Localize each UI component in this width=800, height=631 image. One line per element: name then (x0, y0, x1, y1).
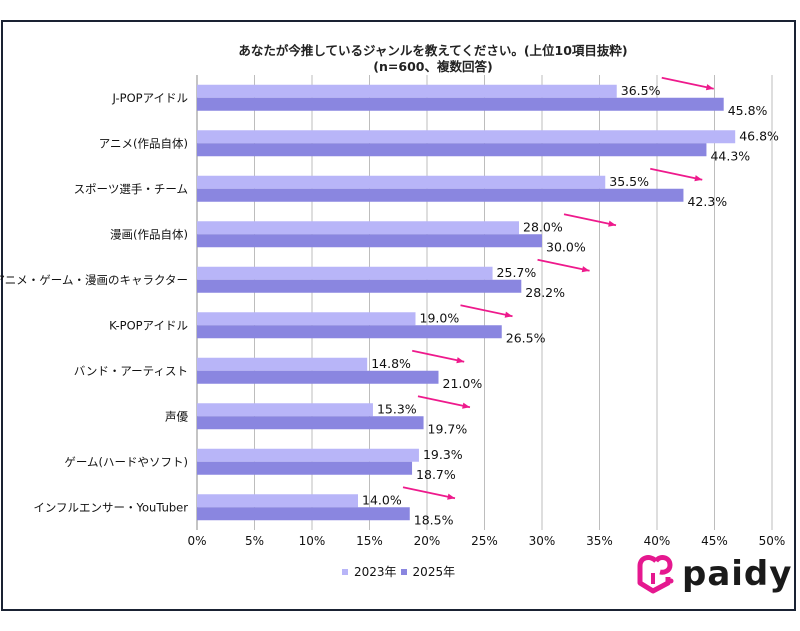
paidy-logo: paidy (636, 553, 792, 595)
trend-arrow (402, 486, 456, 500)
bar-2023 (197, 175, 606, 189)
category-label: ゲーム(ハードやソフト) (64, 455, 188, 469)
category-label: インフルエンサー・YouTuber (33, 500, 188, 514)
bar-2023 (197, 357, 368, 371)
data-label: 18.5% (414, 512, 454, 527)
bar-2023 (197, 266, 493, 280)
trend-arrow (460, 304, 513, 318)
legend-swatch-2025 (400, 568, 407, 575)
category-label: J-POPアイドル (112, 91, 188, 105)
x-tick-label: 45% (701, 534, 728, 548)
bar-2025 (197, 461, 413, 475)
trend-arrowhead (608, 220, 616, 227)
x-tick-label: 0% (187, 534, 206, 548)
legend: 2023年 2025年 (342, 563, 455, 580)
data-label: 19.3% (423, 447, 463, 462)
category-label: バンド・アーティスト (74, 364, 188, 378)
data-label: 19.0% (420, 310, 460, 325)
paidy-logo-icon (637, 555, 674, 594)
data-label: 21.0% (443, 376, 483, 391)
data-label: 30.0% (546, 239, 586, 254)
x-tick-label: 30% (529, 534, 556, 548)
bar-2023 (197, 221, 519, 235)
bar-2023 (197, 494, 358, 508)
bar-2025 (197, 370, 439, 384)
chart-frame (1, 20, 796, 611)
category-label: アニメ(作品自体) (99, 136, 188, 150)
trend-arrow (412, 349, 465, 363)
data-label: 44.3% (710, 148, 750, 163)
x-tick-label: 25% (471, 534, 498, 548)
bar-2023 (197, 130, 736, 144)
trend-arrowhead (456, 357, 465, 364)
trend-arrow (661, 76, 714, 90)
trend-arrow (650, 167, 703, 181)
chart-title: あなたが今推しているジャンルを教えてください。(上位10項目抜粋) (238, 43, 627, 58)
legend-label-2025: 2025年 (412, 565, 456, 579)
x-tick-label: 20% (414, 534, 441, 548)
data-label: 19.7% (428, 421, 468, 436)
trend-arrowhead (581, 266, 590, 273)
trend-arrow (563, 213, 617, 227)
trend-arrow (417, 395, 471, 409)
x-tick-label: 5% (245, 534, 264, 548)
category-label: K-POPアイドル (109, 318, 188, 332)
legend-swatch-2023 (342, 568, 348, 575)
bar-2025 (197, 143, 707, 157)
data-label: 15.3% (377, 401, 417, 416)
trend-arrowhead (462, 402, 470, 409)
bar-2023 (197, 312, 416, 326)
x-tick-label: 10% (299, 534, 326, 548)
paidy-logo-text: paidy (682, 554, 793, 594)
bar-2025 (197, 507, 410, 521)
data-label: 14.0% (362, 492, 402, 507)
data-label: 14.8% (371, 356, 411, 371)
trend-arrowhead (504, 311, 513, 318)
data-label: 45.8% (728, 103, 768, 118)
bar-2023 (197, 448, 419, 462)
bar-2025 (197, 234, 542, 248)
data-label: 25.7% (497, 265, 537, 280)
category-label: スポーツ選手・チーム (74, 182, 188, 196)
data-label: 35.5% (609, 174, 649, 189)
x-tick-label: 15% (356, 534, 383, 548)
bar-2025 (197, 188, 684, 202)
bar-2025 (197, 97, 724, 111)
data-label: 36.5% (621, 83, 661, 98)
bar-2025 (197, 325, 502, 339)
trend-arrowhead (447, 493, 455, 500)
x-tick-label: 50% (759, 534, 786, 548)
legend-label-2023: 2023年 (354, 565, 397, 579)
data-label: 18.7% (416, 467, 456, 482)
chart-subtitle: (n=600、複数回答) (373, 59, 492, 74)
category-label: 漫画(作品自体) (110, 227, 188, 241)
trend-arrowhead (694, 175, 703, 182)
trend-arrow (537, 258, 590, 272)
bar-2025 (197, 279, 522, 293)
data-label: 26.5% (506, 330, 546, 345)
data-label: 42.3% (687, 194, 727, 209)
data-label: 46.8% (739, 128, 779, 143)
category-label: アニメ・ゲーム・漫画のキャラクター (0, 273, 188, 287)
trend-arrowhead (705, 84, 714, 91)
bar-2023 (197, 403, 373, 417)
category-label: 声優 (165, 409, 188, 423)
x-tick-label: 40% (644, 534, 671, 548)
data-label: 28.0% (523, 219, 563, 234)
bar-2023 (197, 84, 617, 98)
x-tick-label: 35% (586, 534, 613, 548)
bar-2025 (197, 416, 424, 430)
data-label: 28.2% (525, 285, 565, 300)
